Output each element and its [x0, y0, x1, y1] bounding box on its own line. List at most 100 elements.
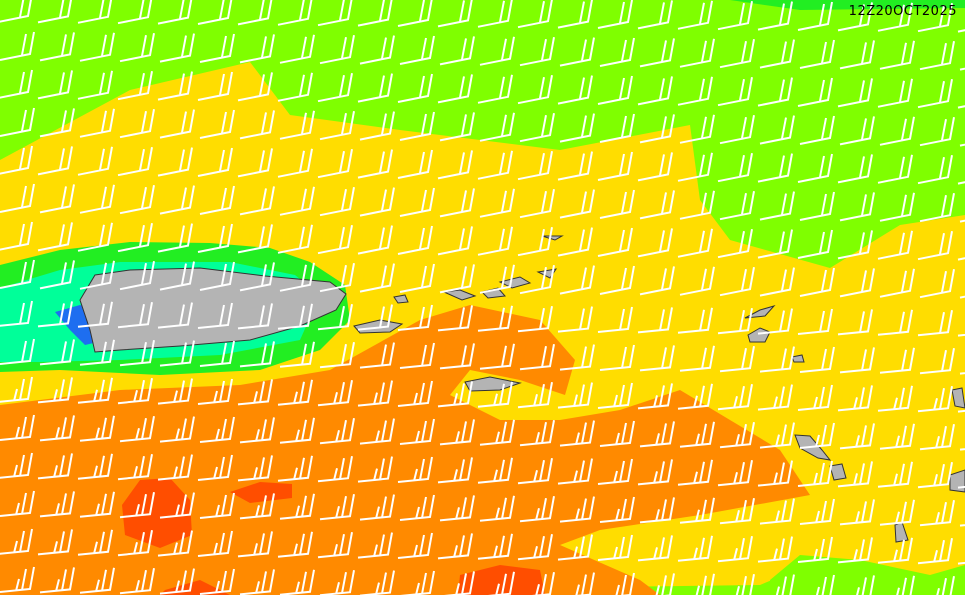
wind-barb-icon	[239, 417, 275, 444]
wind-barb-icon	[559, 189, 595, 219]
wind-barb-icon	[839, 347, 875, 374]
wind-barb-icon	[837, 230, 873, 260]
wind-barb-icon	[719, 498, 755, 525]
wind-barb-icon	[559, 113, 595, 143]
wind-barb-icon	[559, 344, 595, 371]
wind-barb-icon	[39, 32, 75, 62]
wind-barb-icon	[677, 535, 713, 562]
wind-barb-icon	[319, 570, 355, 595]
wind-barb-icon	[197, 147, 233, 177]
wind-barb-icon	[757, 77, 793, 107]
wind-barb-icon	[557, 227, 593, 257]
tortola-island	[498, 276, 532, 289]
wind-barb-icon	[237, 72, 273, 102]
wind-barb-icon	[759, 191, 795, 221]
wind-barb-icon	[79, 415, 115, 442]
wind-barb-icon	[397, 0, 433, 27]
wind-barb-icon	[557, 382, 593, 409]
wind-barb-icon	[79, 108, 115, 138]
wind-barb-icon	[199, 492, 235, 519]
wind-barb-icon	[597, 534, 633, 561]
wind-barb-icon	[637, 76, 673, 106]
wind-barb-icon	[799, 498, 835, 525]
wind-barb-icon	[357, 532, 393, 559]
wind-barb-icon	[677, 152, 713, 182]
wind-barb-icon	[439, 343, 475, 370]
wind-barb-icon	[239, 34, 275, 64]
wind-barb-icon	[239, 186, 275, 216]
wind-barb-icon	[879, 268, 915, 298]
wind-barb-icon	[437, 74, 473, 104]
culebra-island	[393, 294, 409, 304]
wind-barb-icon	[77, 529, 113, 556]
wind-barb-icon	[719, 191, 755, 221]
wind-barb-icon	[157, 530, 193, 557]
wind-barb-icon	[239, 493, 275, 520]
wind-barb-icon	[0, 107, 35, 137]
wind-barb-icon	[237, 148, 273, 178]
wind-barb-icon	[797, 460, 833, 487]
wind-barb-icon	[0, 452, 33, 479]
wind-barb-icon	[77, 222, 113, 252]
wind-barb-icon	[637, 459, 673, 486]
wind-barb-icon	[439, 188, 475, 218]
wind-barb-icon	[277, 0, 313, 26]
wind-barb-icon	[759, 115, 795, 145]
wind-barb-icon	[117, 530, 153, 557]
wind-barb-icon	[397, 456, 433, 483]
wind-barb-icon	[39, 260, 75, 290]
wind-barb-icon	[639, 266, 675, 296]
wind-barb-icon	[279, 110, 315, 140]
wind-barb-icon	[439, 419, 475, 446]
wind-barb-icon	[479, 188, 515, 218]
wind-barb-icon	[399, 35, 435, 65]
wind-barb-icon	[37, 146, 73, 176]
wind-barb-icon	[637, 228, 673, 258]
wind-barb-icon	[615, 572, 635, 595]
wind-barb-icon	[597, 227, 633, 257]
wind-barb-icon	[239, 341, 275, 368]
wind-barb-icon	[159, 185, 195, 215]
wind-barb-icon	[679, 38, 715, 68]
wind-barb-icon	[159, 492, 195, 519]
wind-barb-icon	[0, 259, 35, 289]
wind-barb-icon	[599, 496, 635, 523]
wind-barb-icon	[717, 308, 753, 335]
wind-barb-icon	[317, 225, 353, 255]
wind-barb-icon	[919, 269, 955, 299]
wind-barb-icon	[559, 496, 595, 523]
wind-barb-icon	[557, 306, 593, 333]
wind-barb-icon	[437, 226, 473, 256]
wind-barb-icon	[735, 574, 755, 595]
anegada-island	[541, 235, 564, 241]
wind-barb-icon	[477, 533, 513, 560]
wind-barb-icon	[279, 262, 315, 292]
wind-barb-icon	[797, 77, 833, 107]
wind-barb-icon	[775, 574, 795, 595]
wind-barb-icon	[79, 184, 115, 214]
wind-barb-icon	[839, 499, 875, 526]
wind-barb-icon	[197, 71, 233, 101]
wind-barb-icon	[357, 380, 393, 407]
wind-barb-icon	[119, 492, 155, 519]
wind-barb-icon	[237, 0, 273, 26]
wind-barb-icon	[279, 186, 315, 216]
wind-barb-icon	[119, 568, 155, 595]
wind-barb-icon	[37, 70, 73, 100]
wind-barb-icon	[0, 221, 33, 251]
wind-barb-icon	[319, 342, 355, 369]
wind-barb-icon	[896, 575, 915, 595]
wind-barb-icon	[717, 460, 753, 487]
wind-barb-icon	[679, 421, 715, 448]
wind-barb-icon	[159, 416, 195, 443]
wind-barb-icon	[437, 457, 473, 484]
wind-barb-icon	[799, 422, 835, 449]
wind-barb-icon	[877, 2, 913, 32]
wind-barb-icon	[877, 230, 913, 260]
wind-barb-icon	[677, 228, 713, 258]
wind-barb-icon	[399, 494, 435, 521]
antigua-island	[951, 387, 965, 409]
wind-barb-icon	[919, 117, 955, 147]
wind-barb-icon	[879, 40, 915, 70]
wind-barb-icon	[279, 417, 315, 444]
